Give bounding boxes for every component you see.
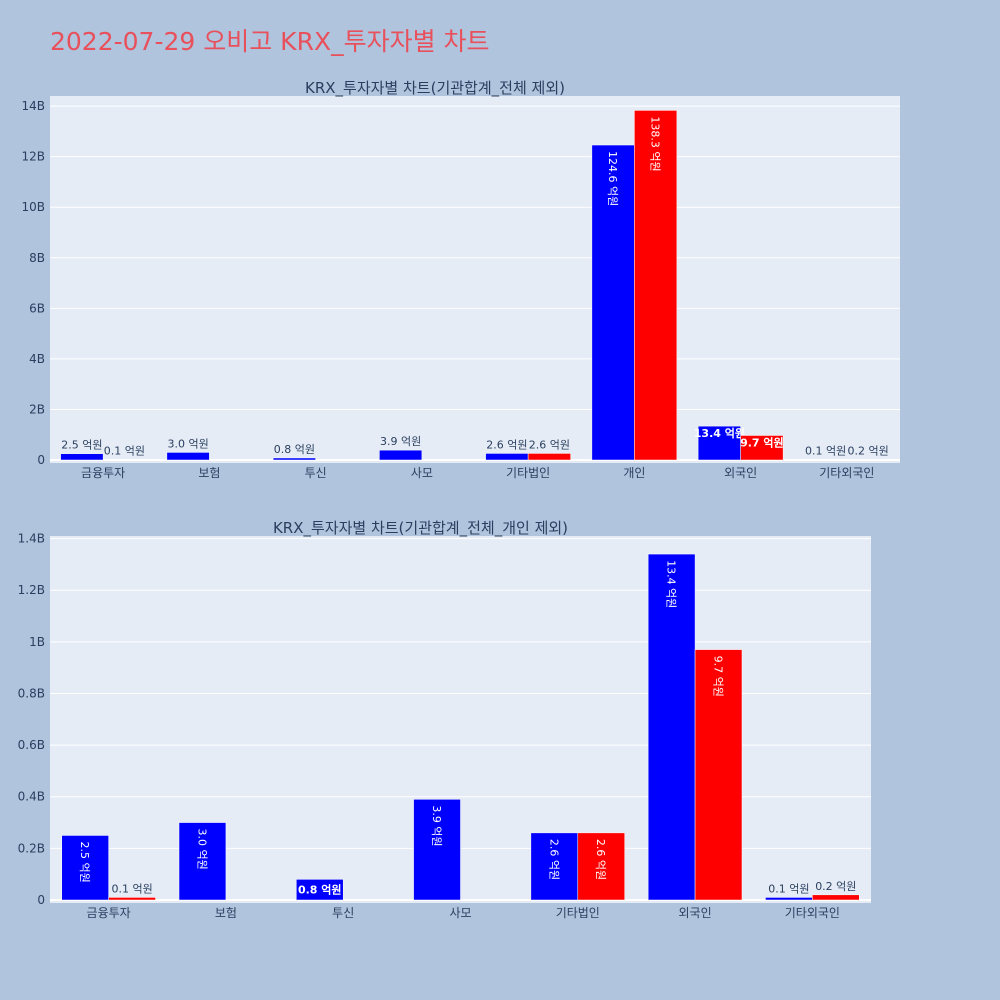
chart2-data-label: 2.6 억원 xyxy=(594,839,607,880)
chart2-y-tick-label: 1.4B xyxy=(18,532,45,546)
chart1-y-tick-label: 0 xyxy=(37,453,45,467)
chart2-bar-sell xyxy=(577,832,625,901)
chart1-x-tick-label: 사모 xyxy=(411,466,433,480)
chart2-bar-sell xyxy=(108,897,156,901)
chart2-data-label: 2.5 억원 xyxy=(78,841,91,882)
chart1-x-tick-label: 투신 xyxy=(305,466,327,480)
chart1-data-label: 0.8 억원 xyxy=(274,443,315,456)
chart2-y-tick-label: 0.4B xyxy=(18,790,45,804)
chart1-y-tick-label: 14B xyxy=(21,99,45,113)
chart1-data-label: 138.3 억원 xyxy=(649,116,662,171)
chart2-group: 0 0.2B 0.4B 0.6B 0.8B 1B 1.2B 1.4B KRX_투자자별 차트(기… xyxy=(18,519,871,920)
chart1-y-tick-label: 2B xyxy=(29,402,45,416)
chart1-x-tick-label: 개인 xyxy=(623,466,645,480)
chart1-bar-sell xyxy=(527,453,571,461)
chart1-bar-buy xyxy=(379,449,423,461)
chart1-bar-buy xyxy=(591,144,635,461)
chart2-x-tick-label: 외국인 xyxy=(679,906,712,920)
chart2-y-tick-label: 0.6B xyxy=(18,738,45,752)
chart1-data-label: 0.2 억원 xyxy=(848,444,889,457)
chart1-bar-buy xyxy=(272,457,316,461)
chart2-x-tick-label: 기타법인 xyxy=(556,906,600,920)
chart1-title: KRX_투자자별 차트(기관합계_전체 제외) xyxy=(305,79,565,98)
chart1-x-tick-label: 기타외국인 xyxy=(819,466,874,480)
chart2-y-tick-label: 0.2B xyxy=(18,841,45,855)
chart1-data-label: 0.1 억원 xyxy=(104,445,145,458)
chart2-x-tick-label: 사모 xyxy=(449,906,471,920)
page-title: 2022-07-29 오비고 KRX_투자자별 차트 xyxy=(50,27,490,56)
chart2-y-tick-label: 0.8B xyxy=(18,686,45,700)
chart1-y-tick-label: 4B xyxy=(29,352,45,366)
chart2-data-label: 0.2 억원 xyxy=(815,880,856,893)
chart2-data-label: 9.7 억원 xyxy=(712,656,725,697)
chart2-bar-sell xyxy=(812,894,860,901)
chart1-data-label: 3.9 억원 xyxy=(380,435,421,448)
chart1-bar-buy xyxy=(166,452,210,461)
chart1-y-tick-label: 12B xyxy=(21,150,45,164)
chart1-bar-sell xyxy=(740,435,784,461)
chart1-data-label: 13.4 억원 xyxy=(694,426,745,440)
chart2-x-tick-label: 기타외국인 xyxy=(785,906,840,920)
chart1-y-tick-label: 8B xyxy=(29,251,45,265)
chart2-data-label: 3.9 억원 xyxy=(430,805,443,846)
chart1-x-tick-label: 금융투자 xyxy=(81,466,125,480)
chart1-data-label: 2.5 억원 xyxy=(61,439,102,452)
chart2-bar-buy xyxy=(530,832,579,901)
chart2-bar-buy xyxy=(178,822,227,901)
chart1-data-label: 9.7 억원 xyxy=(740,435,784,449)
chart1-data-label: 0.1 억원 xyxy=(805,445,846,458)
chart2-data-label: 0.1 억원 xyxy=(111,882,152,895)
chart1-x-tick-label: 보험 xyxy=(198,466,220,480)
chart1-plot-area xyxy=(50,96,900,463)
chart2-data-label: 0.8 억원 xyxy=(298,883,342,897)
chart2-y-tick-label: 1B xyxy=(29,635,45,649)
chart1-data-label: 2.6 억원 xyxy=(486,438,527,451)
chart1-data-label: 2.6 억원 xyxy=(529,438,570,451)
chart2-data-label: 0.1 억원 xyxy=(768,882,809,895)
chart2-y-tick-label: 1.2B xyxy=(18,583,45,597)
chart2-title: KRX_투자자별 차트(기관합계_전체_개인 제외) xyxy=(273,519,568,538)
chart2-bar-buy xyxy=(296,879,344,901)
chart1-y-tick-label: 10B xyxy=(21,200,45,214)
chart2-bar-buy xyxy=(765,897,813,901)
chart1-group: 0 2B 4B 6B 8B 10B 12B 14B KRX_투자자별 차트(기관합계_전체 제외… xyxy=(21,79,900,480)
chart1-bar-sell xyxy=(846,459,890,461)
chart1-bar-buy xyxy=(60,453,104,461)
chart1-x-tick-label: 외국인 xyxy=(724,466,757,480)
chart1-data-label: 3.0 억원 xyxy=(168,437,209,450)
chart2-x-tick-label: 보험 xyxy=(215,906,237,920)
chart2-y-tick-label: 0 xyxy=(37,893,45,907)
chart1-bar-buy xyxy=(697,425,741,461)
chart2-bar-sell xyxy=(694,649,743,901)
chart1-bar-buy xyxy=(485,453,529,461)
chart2-data-label: 13.4 억원 xyxy=(665,560,678,608)
chart2-data-label: 3.0 억원 xyxy=(195,829,208,870)
chart2-x-tick-label: 투신 xyxy=(332,906,354,920)
chart1-data-label: 124.6 억원 xyxy=(606,151,619,206)
chart1-bar-sell xyxy=(634,110,678,461)
chart2-bar-buy xyxy=(61,835,109,901)
chart1-x-tick-label: 기타법인 xyxy=(506,466,550,480)
chart2-bar-buy xyxy=(413,799,461,901)
chart2-data-label: 2.6 억원 xyxy=(547,839,560,880)
chart1-y-tick-label: 6B xyxy=(29,301,45,315)
chart2-bar-buy xyxy=(647,553,696,901)
chart2-x-tick-label: 금융투자 xyxy=(87,906,131,920)
